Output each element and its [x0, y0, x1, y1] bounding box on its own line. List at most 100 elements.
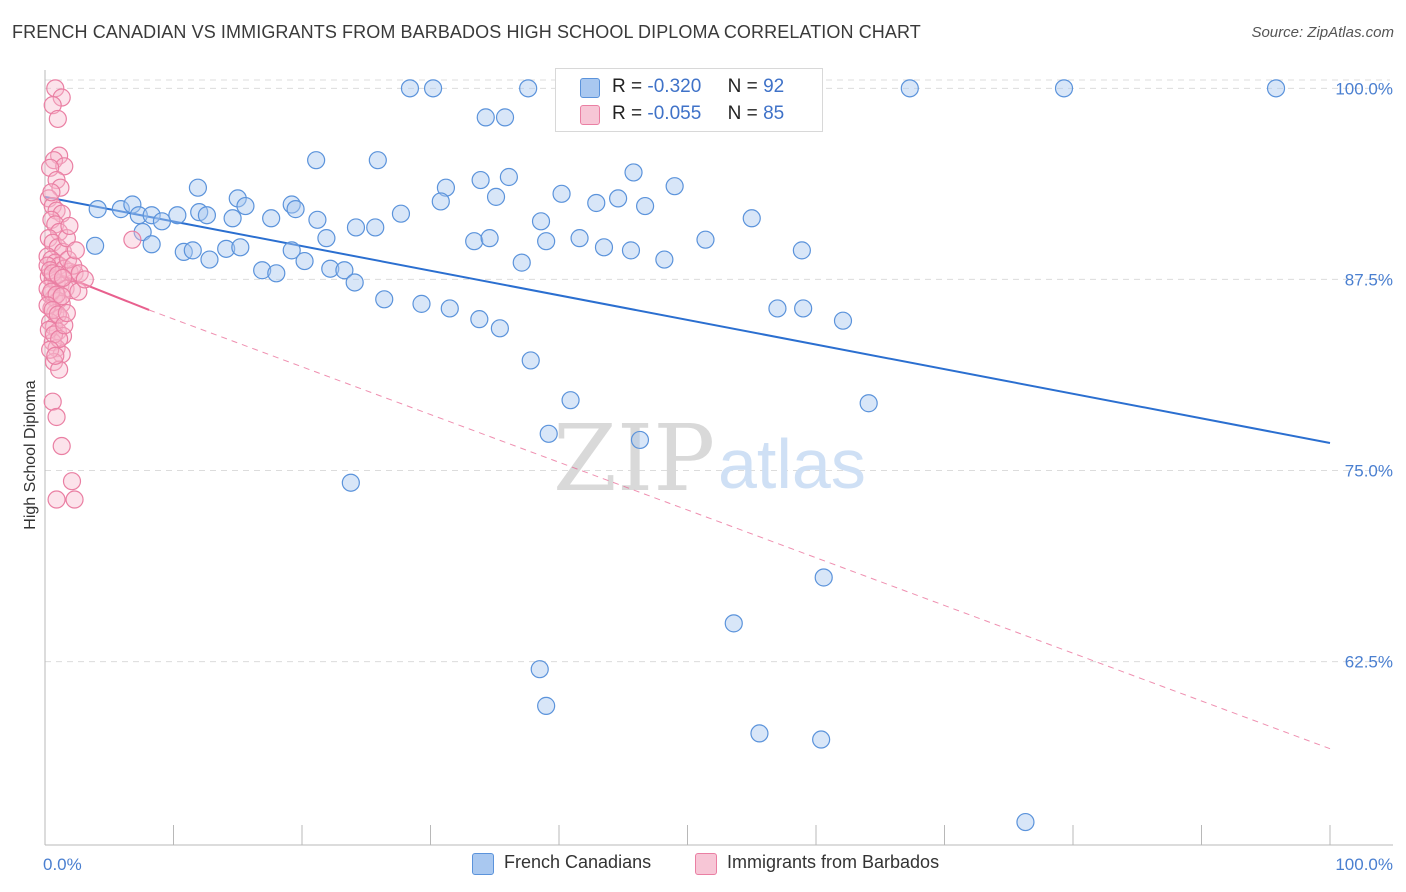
data-point-french-canadians	[188, 178, 208, 197]
legend-r-label: R =	[612, 76, 643, 97]
grid-layer	[45, 79, 1390, 663]
data-point-french-canadians	[519, 79, 538, 98]
data-point-french-canadians	[833, 311, 853, 330]
data-point-barbados	[47, 490, 66, 509]
y-tick-label: 87.5%	[1345, 270, 1393, 289]
data-point-french-canadians	[217, 239, 236, 258]
data-point-french-canadians	[267, 264, 286, 283]
y-tick-label: 100.0%	[1335, 79, 1393, 98]
data-point-french-canadians	[412, 294, 431, 313]
data-point-barbados	[52, 436, 71, 456]
data-point-french-canadians	[587, 193, 606, 213]
legend-swatch-blue	[580, 78, 600, 98]
data-point-french-canadians	[1054, 79, 1074, 98]
data-point-french-canadians	[200, 250, 219, 269]
data-point-barbados	[75, 270, 94, 289]
data-point-french-canadians	[366, 218, 385, 237]
data-point-french-canadians	[168, 206, 187, 225]
data-point-french-canadians	[431, 192, 450, 211]
data-point-french-canadians	[521, 351, 540, 370]
data-point-french-canadians	[286, 200, 305, 219]
data-point-french-canadians	[423, 79, 443, 98]
data-point-barbados	[55, 157, 74, 176]
data-point-french-canadians	[531, 212, 551, 231]
data-point-barbados	[50, 360, 69, 379]
data-point-french-canadians	[317, 229, 336, 248]
legend-r-value: -0.055	[647, 103, 702, 124]
data-point-french-canadians	[537, 696, 556, 715]
data-point-french-canadians	[391, 204, 411, 223]
data-point-barbados	[51, 178, 70, 197]
data-point-barbados	[65, 490, 84, 509]
data-point-barbados	[53, 268, 73, 287]
data-point-barbados	[62, 472, 82, 491]
data-point-barbados	[47, 201, 66, 220]
data-point-barbados	[52, 345, 71, 364]
data-point-french-canadians	[368, 151, 387, 170]
data-point-french-canadians	[792, 241, 811, 260]
stats-legend: R = -0.320 N = 92 R = -0.055 N = 85	[555, 68, 823, 132]
x-tick-label: 0.0%	[43, 855, 82, 874]
watermark-atlas: atlas	[718, 425, 866, 503]
data-point-french-canadians	[88, 200, 107, 219]
data-point-french-canadians	[471, 170, 490, 190]
data-point-french-canadians	[440, 299, 459, 318]
data-point-french-canadians	[900, 79, 919, 98]
data-point-french-canadians	[495, 108, 515, 127]
data-point-french-canadians	[262, 209, 281, 228]
data-point-french-canadians	[183, 241, 202, 260]
data-point-barbados	[60, 216, 79, 236]
bottom-legend-swatch-pink	[695, 853, 717, 875]
data-point-french-canadians	[142, 235, 161, 254]
data-point-french-canadians	[321, 259, 340, 278]
legend-r-value: -0.320	[647, 76, 702, 97]
data-point-french-canadians	[345, 273, 364, 292]
y-tick-label: 75.0%	[1345, 461, 1393, 480]
data-point-french-canadians	[624, 163, 643, 182]
data-point-barbados	[42, 282, 61, 301]
data-point-french-canadians	[253, 261, 272, 280]
bottom-legend-label: French Canadians	[504, 852, 652, 872]
data-point-french-canadians	[742, 209, 761, 228]
watermark-zip: ZIP	[553, 405, 715, 512]
data-point-french-canadians	[621, 241, 641, 260]
data-point-french-canadians	[295, 251, 314, 271]
legend-n-label: N =	[727, 76, 758, 97]
data-point-french-canadians	[859, 394, 878, 413]
data-point-barbados	[52, 287, 71, 306]
y-tick-label: 62.5%	[1345, 653, 1393, 672]
data-point-french-canadians	[499, 167, 518, 187]
data-point-barbados	[48, 265, 67, 284]
bottom-legend-label: Immigrants from Barbados	[727, 852, 940, 872]
data-point-barbados	[66, 241, 85, 260]
data-point-barbados	[42, 183, 61, 202]
data-point-french-canadians	[123, 195, 142, 214]
data-point-french-canadians	[236, 196, 255, 216]
points-layer	[38, 79, 1286, 832]
chart-title: FRENCH CANADIAN VS IMMIGRANTS FROM BARBA…	[12, 22, 921, 42]
bottom-legend-swatch-blue	[472, 853, 494, 875]
data-point-barbados	[57, 303, 76, 323]
data-point-french-canadians	[436, 178, 456, 197]
data-point-french-canadians	[561, 391, 580, 410]
data-point-french-canadians	[133, 222, 152, 242]
data-point-french-canadians	[552, 184, 571, 203]
y-axis-label: High School Diploma	[22, 380, 39, 530]
data-point-french-canadians	[537, 232, 556, 251]
data-point-french-canadians	[486, 187, 506, 206]
data-point-french-canadians	[1266, 79, 1286, 98]
data-point-french-canadians	[400, 79, 420, 98]
data-point-french-canadians	[696, 230, 715, 249]
data-point-french-canadians	[594, 238, 614, 257]
data-point-barbados	[43, 96, 62, 115]
data-point-french-canadians	[129, 206, 148, 225]
data-point-french-canadians	[635, 196, 655, 216]
data-point-barbados	[48, 305, 67, 324]
data-point-barbados	[47, 407, 66, 427]
data-point-barbados	[46, 346, 65, 365]
data-point-french-canadians	[223, 209, 242, 228]
data-point-french-canadians	[228, 189, 247, 208]
data-point-french-canadians	[197, 206, 217, 225]
data-point-french-canadians	[530, 660, 549, 679]
